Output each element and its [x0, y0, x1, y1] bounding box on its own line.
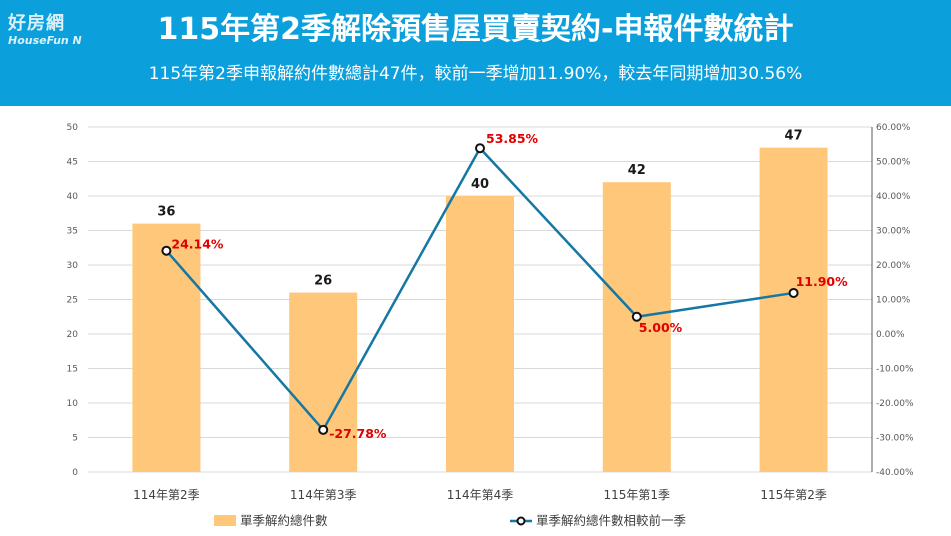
- line-point: [161, 245, 172, 256]
- bar: [759, 147, 828, 472]
- line-point: [631, 311, 642, 322]
- legend-bar-label: 單季解約總件數: [240, 513, 328, 528]
- percent-label: 53.85%: [486, 131, 539, 146]
- right-axis-tick: 20.00%: [876, 261, 911, 271]
- bar-value-label: 42: [628, 163, 646, 178]
- line-point: [475, 143, 485, 154]
- bar: [602, 182, 671, 472]
- legend-line-label: 單季解約總件數相較前一季: [536, 513, 687, 528]
- category-label: 114年第2季: [133, 488, 200, 502]
- combo-chart: 0 5 10 15 20 25 30 35 40 45 50 -40.00% -30.00% -20.00…: [67, 123, 914, 528]
- left-axis-tick: 20: [67, 330, 79, 340]
- left-axis-tick: 25: [67, 296, 78, 306]
- left-axis-tick: 45: [67, 158, 78, 168]
- logo-subtext: HouseFun N: [8, 34, 82, 47]
- left-axis-tick: 10: [67, 399, 79, 409]
- percent-label: 24.14%: [171, 237, 224, 252]
- left-axis-tick: 0: [72, 468, 78, 478]
- bar-value-label: 26: [314, 274, 332, 289]
- right-axis-tick: 30.00%: [876, 227, 911, 237]
- percent-label: -27.78%: [329, 426, 387, 441]
- left-axis-tick: 5: [72, 434, 78, 444]
- left-axis-tick: 50: [67, 123, 79, 133]
- bar: [132, 223, 201, 472]
- right-axis-tick: -30.00%: [876, 434, 914, 444]
- right-axis-tick: 0.00%: [876, 330, 905, 340]
- logo-text: 好房網: [8, 13, 65, 34]
- left-axis-tick: 40: [67, 192, 79, 202]
- right-axis-tick: 40.00%: [876, 192, 911, 202]
- left-axis-tick: 15: [67, 365, 78, 375]
- category-label: 114年第3季: [290, 488, 357, 502]
- legend-line-marker: [516, 516, 526, 526]
- bar-value-label: 36: [157, 205, 175, 220]
- left-axis-tick: 30: [67, 261, 79, 271]
- bar: [446, 196, 514, 472]
- header-banner: 好房網 HouseFun N 115年第2季解除預售屋買賣契約-申報件數統計 1…: [0, 0, 951, 106]
- page-title: 115年第2季解除預售屋買賣契約-申報件數統計: [157, 12, 794, 47]
- right-axis-tick: -10.00%: [876, 365, 914, 375]
- percent-label: 11.90%: [796, 274, 849, 289]
- right-axis-tick: 10.00%: [876, 296, 911, 306]
- category-label: 114年第4季: [447, 488, 514, 502]
- right-axis-tick: 50.00%: [876, 158, 911, 168]
- percent-label: 5.00%: [639, 320, 683, 335]
- legend-bar-swatch: [214, 515, 236, 526]
- right-axis-tick: 60.00%: [876, 123, 911, 133]
- category-label: 115年第1季: [604, 488, 671, 502]
- line-point: [788, 287, 799, 298]
- bar-value-label: 47: [785, 129, 803, 144]
- page-subtitle: 115年第2季申報解約件數總計47件，較前一季增加11.90%，較去年同期增加3…: [148, 64, 803, 84]
- left-axis-tick: 35: [67, 227, 78, 237]
- bar: [289, 292, 358, 472]
- right-axis-tick: -40.00%: [876, 468, 914, 478]
- brand-logo: 好房網 HouseFun N: [8, 13, 98, 48]
- line-point: [318, 424, 329, 435]
- right-axis-tick: -20.00%: [876, 399, 914, 409]
- category-label: 115年第2季: [760, 488, 827, 502]
- bar-value-label: 40: [471, 177, 489, 192]
